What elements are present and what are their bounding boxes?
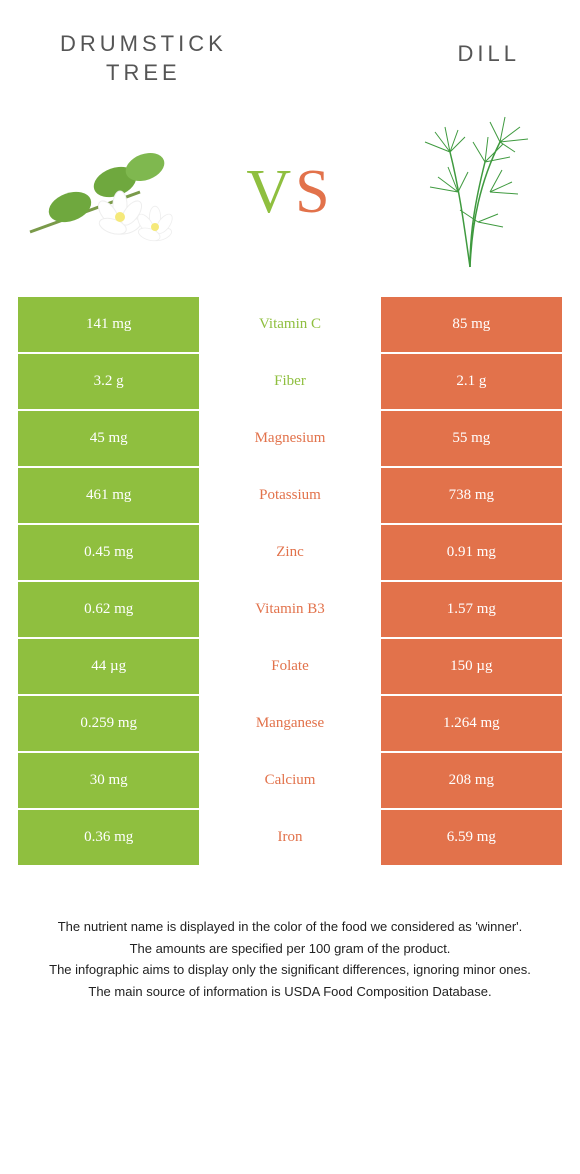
nutrient-table: 141 mgVitamin C85 mg3.2 gFiber2.1 g45 mg… <box>18 297 562 867</box>
footer-line4: The main source of information is USDA F… <box>30 982 550 1002</box>
value-right: 150 µg <box>381 639 562 694</box>
table-row: 3.2 gFiber2.1 g <box>18 354 562 411</box>
value-left: 0.36 mg <box>18 810 199 865</box>
footer-line1: The nutrient name is displayed in the co… <box>30 917 550 937</box>
nutrient-name: Manganese <box>199 696 380 751</box>
value-left: 0.62 mg <box>18 582 199 637</box>
table-row: 45 mgMagnesium55 mg <box>18 411 562 468</box>
footer-line3: The infographic aims to display only the… <box>30 960 550 980</box>
nutrient-name: Potassium <box>199 468 380 523</box>
food-left-line2: TREE <box>60 59 227 88</box>
table-row: 0.62 mgVitamin B31.57 mg <box>18 582 562 639</box>
value-right: 1.264 mg <box>381 696 562 751</box>
nutrient-name: Magnesium <box>199 411 380 466</box>
footer-notes: The nutrient name is displayed in the co… <box>0 917 580 1003</box>
table-row: 0.259 mgManganese1.264 mg <box>18 696 562 753</box>
food-right-title: DILL <box>458 30 520 87</box>
value-right: 738 mg <box>381 468 562 523</box>
value-left: 45 mg <box>18 411 199 466</box>
value-left: 3.2 g <box>18 354 199 409</box>
vs-label: VS <box>246 157 333 228</box>
nutrient-name: Calcium <box>199 753 380 808</box>
nutrient-name: Zinc <box>199 525 380 580</box>
value-left: 141 mg <box>18 297 199 352</box>
table-row: 461 mgPotassium738 mg <box>18 468 562 525</box>
value-right: 6.59 mg <box>381 810 562 865</box>
value-left: 44 µg <box>18 639 199 694</box>
nutrient-name: Fiber <box>199 354 380 409</box>
nutrient-name: Vitamin B3 <box>199 582 380 637</box>
footer-line2: The amounts are specified per 100 gram o… <box>30 939 550 959</box>
table-row: 141 mgVitamin C85 mg <box>18 297 562 354</box>
dill-image <box>380 112 560 272</box>
vs-s: S <box>295 158 333 226</box>
value-right: 0.91 mg <box>381 525 562 580</box>
value-left: 0.259 mg <box>18 696 199 751</box>
value-right: 85 mg <box>381 297 562 352</box>
food-left-line1: DRUMSTICK <box>60 30 227 59</box>
food-left-title: DRUMSTICK TREE <box>60 30 227 87</box>
hero-row: VS <box>0 97 580 297</box>
value-right: 1.57 mg <box>381 582 562 637</box>
table-row: 0.45 mgZinc0.91 mg <box>18 525 562 582</box>
value-left: 0.45 mg <box>18 525 199 580</box>
table-row: 30 mgCalcium208 mg <box>18 753 562 810</box>
nutrient-name: Folate <box>199 639 380 694</box>
value-left: 30 mg <box>18 753 199 808</box>
value-left: 461 mg <box>18 468 199 523</box>
value-right: 55 mg <box>381 411 562 466</box>
nutrient-name: Vitamin C <box>199 297 380 352</box>
drumstick-tree-image <box>20 112 200 272</box>
table-row: 0.36 mgIron6.59 mg <box>18 810 562 867</box>
value-right: 2.1 g <box>381 354 562 409</box>
table-row: 44 µgFolate150 µg <box>18 639 562 696</box>
nutrient-name: Iron <box>199 810 380 865</box>
value-right: 208 mg <box>381 753 562 808</box>
vs-v: V <box>246 158 295 226</box>
comparison-header: DRUMSTICK TREE DILL <box>0 0 580 97</box>
